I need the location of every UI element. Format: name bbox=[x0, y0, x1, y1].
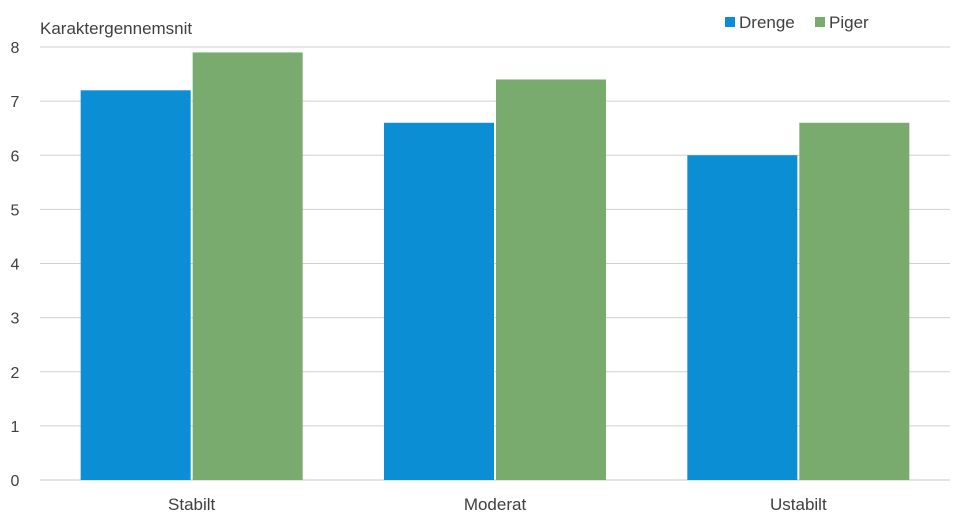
bar-drenge-moderat bbox=[384, 122, 494, 481]
y-tick-label: 8 bbox=[11, 40, 20, 57]
bar-piger-stabilt bbox=[192, 52, 303, 480]
gridlines bbox=[40, 46, 950, 481]
bar-drenge-stabilt bbox=[80, 90, 191, 481]
legend-swatch-piger bbox=[815, 17, 825, 27]
bars bbox=[80, 52, 910, 481]
legend-label-piger: Piger bbox=[829, 13, 869, 32]
category-label: Moderat bbox=[464, 495, 527, 513]
category-labels: Stabilt Moderat Ustabilt bbox=[168, 495, 827, 513]
category-label: Ustabilt bbox=[770, 495, 827, 513]
legend-swatch-drenge bbox=[725, 17, 735, 27]
legend: Drenge Piger bbox=[725, 13, 869, 32]
y-tick-label: 2 bbox=[11, 365, 20, 382]
y-tick-label: 6 bbox=[11, 148, 20, 165]
bar-piger-moderat bbox=[496, 79, 606, 480]
bar-drenge-ustabilt bbox=[687, 155, 798, 480]
y-tick-label: 3 bbox=[11, 311, 20, 328]
legend-label-drenge: Drenge bbox=[739, 13, 795, 32]
y-tick-label: 5 bbox=[11, 202, 20, 219]
y-tick-label: 7 bbox=[11, 94, 20, 111]
y-axis-title: Karaktergennemsnit bbox=[40, 19, 192, 38]
y-tick-label: 1 bbox=[11, 419, 20, 436]
bar-piger-ustabilt bbox=[799, 122, 910, 481]
category-label: Stabilt bbox=[168, 495, 216, 513]
y-tick-label: 4 bbox=[11, 257, 20, 274]
y-tick-label: 0 bbox=[11, 473, 20, 490]
y-tick-labels: 0 1 2 3 4 5 6 7 8 bbox=[11, 40, 20, 490]
